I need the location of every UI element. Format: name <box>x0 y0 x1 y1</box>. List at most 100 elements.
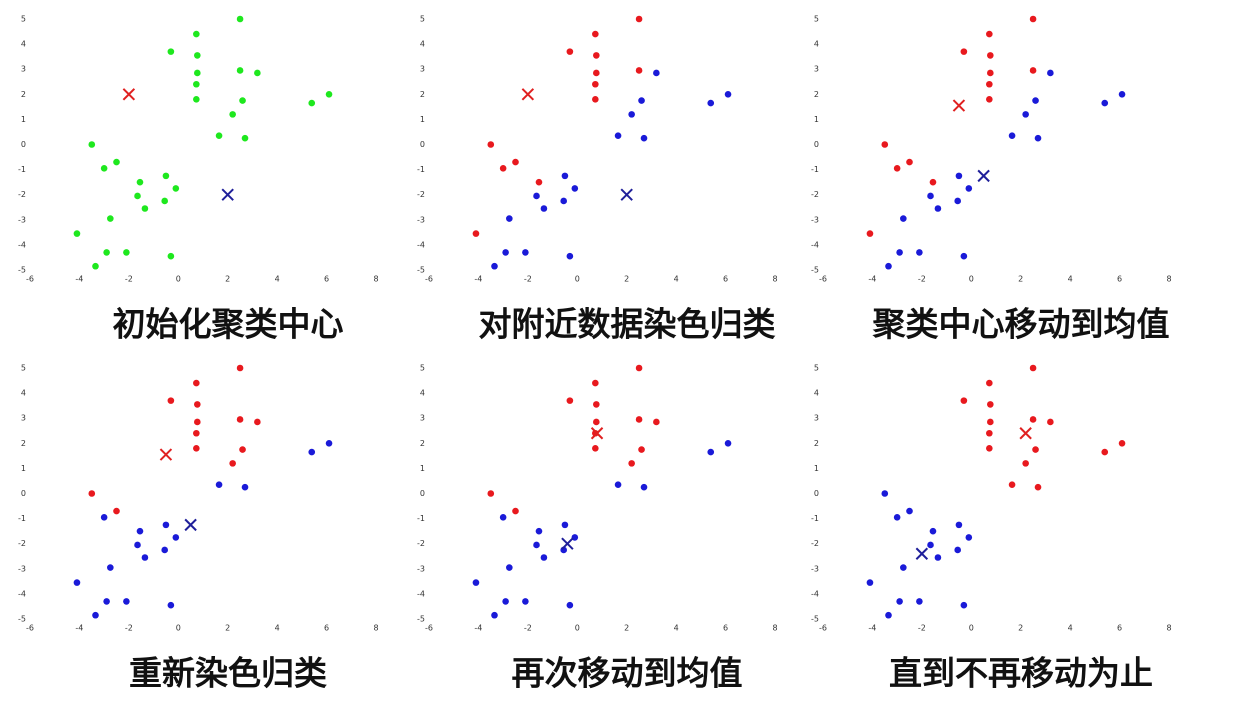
data-point <box>502 598 509 605</box>
data-point <box>162 172 170 180</box>
panel: -6 -4 -2 0 2 4 6 8 -5 -4 -3 -2 -1 0 1 2 3 4 5 再次移动到均值 <box>417 364 778 693</box>
data-point <box>566 397 574 404</box>
data-point <box>986 429 993 437</box>
data-point <box>593 418 600 426</box>
y-tick-label: -1 <box>811 514 819 523</box>
data-point <box>866 579 874 586</box>
data-point <box>194 69 201 77</box>
data-point <box>103 249 110 256</box>
data-point <box>172 185 180 192</box>
y-tick-label: 3 <box>420 65 425 74</box>
y-tick-label: -4 <box>18 240 26 249</box>
data-point <box>592 379 599 387</box>
data-point <box>566 601 574 609</box>
data-point <box>1047 418 1054 426</box>
data-point <box>73 230 81 237</box>
y-tick-label: 2 <box>420 439 425 448</box>
data-point <box>172 534 180 541</box>
data-point <box>162 521 170 529</box>
data-point <box>472 579 480 586</box>
data-point <box>906 507 913 515</box>
data-point <box>885 262 892 270</box>
y-tick-label: -4 <box>417 240 425 249</box>
data-point <box>103 598 110 605</box>
x-tick-label: -2 <box>125 275 133 284</box>
y-tick-label: -5 <box>417 266 425 275</box>
data-point <box>161 197 168 205</box>
data-point <box>239 97 246 104</box>
x-tick-label: 8 <box>772 275 777 284</box>
data-point <box>916 249 923 256</box>
data-point <box>193 429 200 437</box>
y-tick-label: 3 <box>420 414 425 423</box>
y-tick-label: -1 <box>417 514 425 523</box>
y-tick-label: 1 <box>420 464 425 473</box>
data-point <box>927 541 934 549</box>
data-point <box>960 48 968 55</box>
data-point <box>167 252 175 260</box>
data-point <box>1029 364 1037 372</box>
data-point <box>987 69 994 77</box>
x-tick-label: 0 <box>575 624 580 633</box>
y-tick-label: -4 <box>811 240 819 249</box>
data-point <box>472 230 480 237</box>
data-point <box>934 554 942 561</box>
x-tick-label: 2 <box>624 275 629 284</box>
data-point <box>113 507 120 515</box>
data-point <box>986 445 993 452</box>
x-tick-label: -4 <box>75 624 83 633</box>
x-tick-label: 2 <box>1018 624 1023 633</box>
y-tick-label: -2 <box>811 190 819 199</box>
data-point <box>1008 132 1016 140</box>
data-point <box>916 598 923 605</box>
y-tick-label: 0 <box>21 489 26 498</box>
data-point <box>533 192 540 200</box>
x-tick-label: 4 <box>275 275 280 284</box>
data-point <box>955 521 963 529</box>
data-point <box>987 401 994 408</box>
data-point <box>308 448 316 456</box>
data-point <box>987 418 994 426</box>
x-tick-label: 0 <box>575 275 580 284</box>
data-point <box>561 172 569 180</box>
x-tick-label: -6 <box>425 624 433 633</box>
data-point <box>640 134 648 142</box>
data-point <box>512 507 519 515</box>
data-point <box>960 397 968 404</box>
data-point <box>239 446 246 453</box>
data-point <box>724 91 732 98</box>
data-point <box>893 165 901 172</box>
y-tick-label: 4 <box>21 389 26 398</box>
x-tick-label: -4 <box>474 624 482 633</box>
data-point <box>900 215 907 222</box>
data-point <box>592 445 599 452</box>
data-point <box>900 564 907 571</box>
data-point <box>193 96 200 103</box>
y-tick-label: -5 <box>811 266 819 275</box>
y-tick-label: 0 <box>420 489 425 498</box>
x-tick-label: 8 <box>1166 624 1171 633</box>
data-point <box>123 598 130 605</box>
y-tick-label: -3 <box>18 215 26 224</box>
y-tick-label: 5 <box>21 364 26 373</box>
y-tick-label: -3 <box>417 215 425 224</box>
x-tick-label: 2 <box>225 275 230 284</box>
y-tick-label: -2 <box>811 539 819 548</box>
data-point <box>653 69 660 77</box>
data-point <box>1008 481 1016 489</box>
centroid <box>590 427 604 440</box>
x-tick-label: -4 <box>75 275 83 284</box>
data-point <box>954 197 961 205</box>
x-tick-label: 4 <box>674 275 679 284</box>
data-point <box>986 96 993 103</box>
data-point <box>136 527 144 535</box>
y-tick-label: 4 <box>814 389 819 398</box>
data-point <box>954 546 961 554</box>
y-tick-label: 2 <box>814 90 819 99</box>
x-tick-label: -6 <box>26 275 34 284</box>
y-tick-label: 3 <box>814 414 819 423</box>
centroid <box>122 88 136 101</box>
data-point <box>215 481 223 489</box>
data-point <box>540 205 548 212</box>
